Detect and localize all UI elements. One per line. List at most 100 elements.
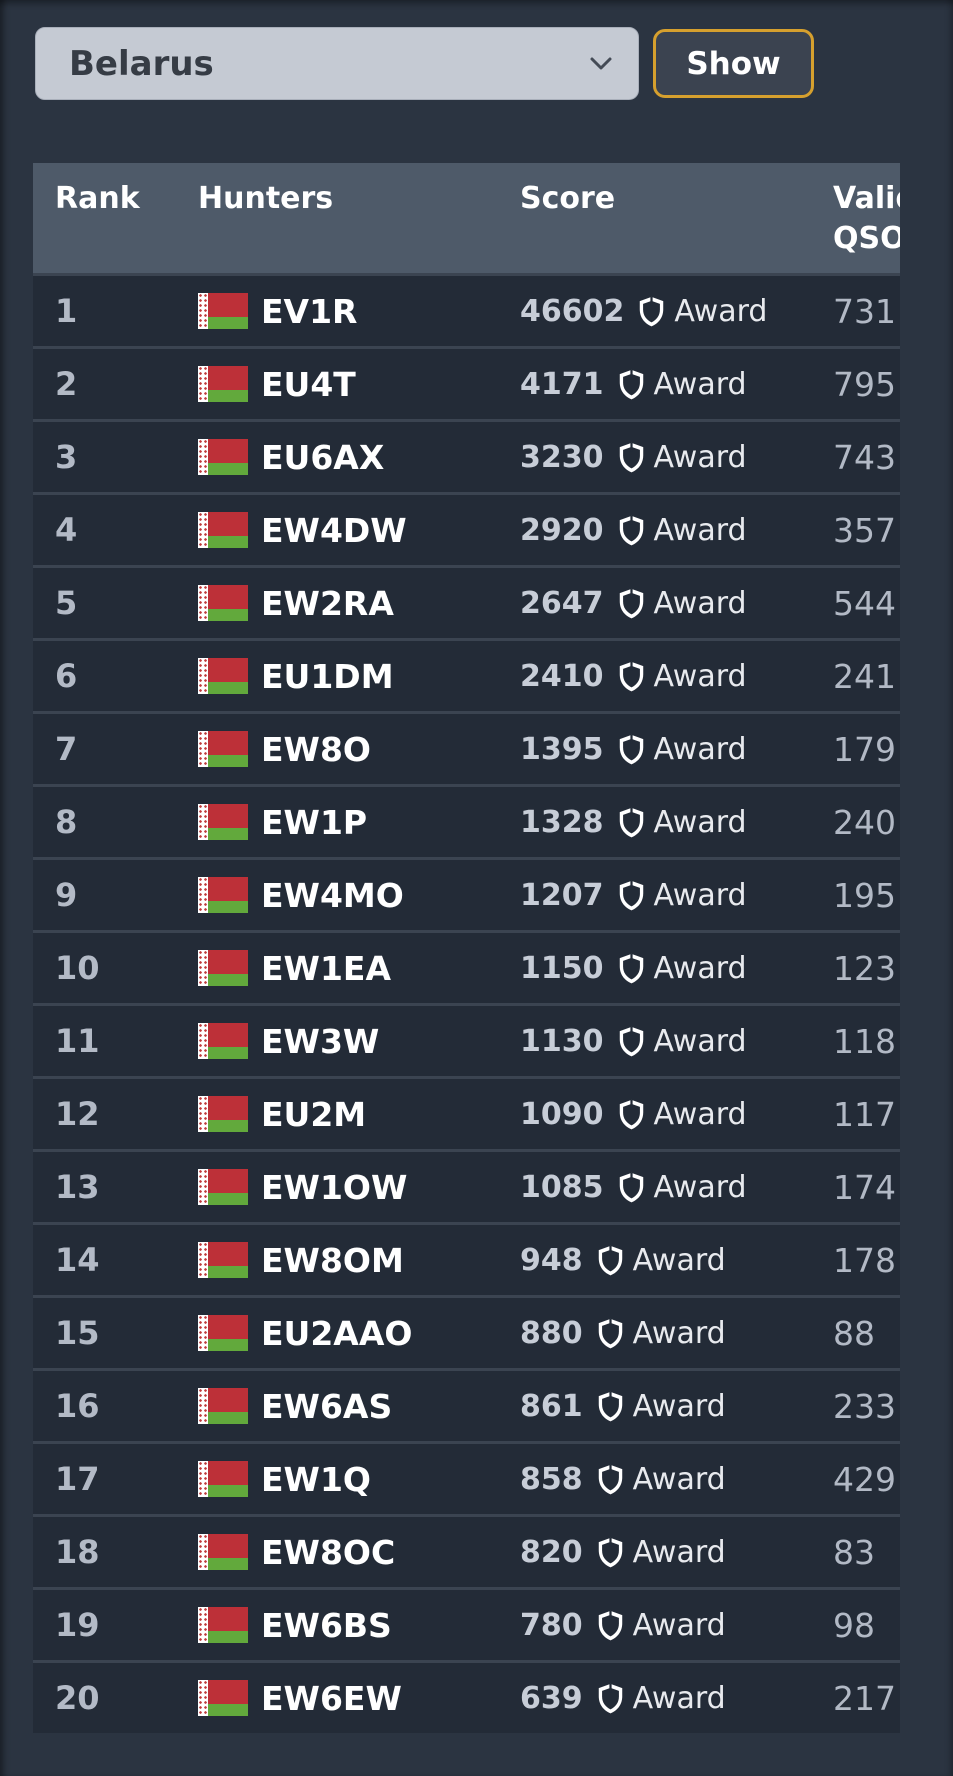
score-value: 2647 bbox=[520, 585, 604, 621]
callsign-link[interactable]: EU2AAO bbox=[261, 1313, 413, 1353]
award-label: Award bbox=[674, 293, 768, 329]
score-cell: 1130 Award bbox=[520, 1024, 830, 1059]
award-label: Award bbox=[653, 585, 747, 621]
table-row: 4 EW4DW 2920 Award 357 bbox=[33, 495, 900, 565]
callsign-link[interactable]: EW8OC bbox=[261, 1532, 396, 1572]
score-cell: 639 Award bbox=[520, 1681, 830, 1716]
leaderboard-table: Rank Hunters Score Valid QSOs 1 EV1R 466… bbox=[33, 163, 900, 1733]
callsign-link[interactable]: EW4MO bbox=[261, 875, 404, 915]
award-link[interactable]: Award bbox=[597, 1243, 726, 1278]
award-label: Award bbox=[653, 1096, 747, 1132]
callsign-link[interactable]: EW6EW bbox=[261, 1678, 402, 1718]
country-select[interactable]: Belarus bbox=[35, 27, 639, 100]
callsign-link[interactable]: EW1P bbox=[261, 802, 368, 842]
score-cell: 2920 Award bbox=[520, 513, 830, 548]
award-link[interactable]: Award bbox=[618, 805, 747, 840]
award-link[interactable]: Award bbox=[597, 1316, 726, 1351]
shield-icon bbox=[598, 1391, 622, 1421]
belarus-flag-icon bbox=[198, 1534, 248, 1570]
callsign-link[interactable]: EW3W bbox=[261, 1021, 380, 1061]
callsign-link[interactable]: EW2RA bbox=[261, 583, 394, 623]
award-link[interactable]: Award bbox=[597, 1681, 726, 1716]
shield-icon bbox=[619, 442, 643, 472]
award-link[interactable]: Award bbox=[618, 513, 747, 548]
score-cell: 2410 Award bbox=[520, 659, 830, 694]
award-label: Award bbox=[632, 1388, 726, 1424]
score-value: 1150 bbox=[520, 950, 604, 986]
callsign-link[interactable]: EV1R bbox=[261, 291, 358, 331]
award-label: Award bbox=[632, 1534, 726, 1570]
award-link[interactable]: Award bbox=[597, 1462, 726, 1497]
callsign-link[interactable]: EW8OM bbox=[261, 1240, 404, 1280]
valid-qsos-cell: 357 bbox=[833, 510, 896, 550]
table-row: 5 EW2RA 2647 Award 544 bbox=[33, 568, 900, 638]
score-cell: 1207 Award bbox=[520, 878, 830, 913]
score-value: 639 bbox=[520, 1680, 583, 1716]
country-select-input[interactable]: Belarus bbox=[35, 27, 639, 100]
award-label: Award bbox=[653, 512, 747, 548]
award-link[interactable]: Award bbox=[618, 732, 747, 767]
score-cell: 1090 Award bbox=[520, 1097, 830, 1132]
table-row: 19 EW6BS 780 Award 98 bbox=[33, 1590, 900, 1660]
callsign-link[interactable]: EU2M bbox=[261, 1094, 367, 1134]
belarus-flag-icon bbox=[198, 1680, 248, 1716]
award-link[interactable]: Award bbox=[618, 878, 747, 913]
callsign-link[interactable]: EU1DM bbox=[261, 656, 394, 696]
valid-qsos-cell: 83 bbox=[833, 1532, 875, 1572]
callsign-link[interactable]: EW4DW bbox=[261, 510, 407, 550]
award-link[interactable]: Award bbox=[638, 294, 767, 329]
rank-cell: 1 bbox=[55, 292, 78, 330]
table-row: 20 EW6EW 639 Award 217 bbox=[33, 1663, 900, 1733]
valid-qsos-cell: 743 bbox=[833, 437, 896, 477]
award-link[interactable]: Award bbox=[597, 1535, 726, 1570]
award-label: Award bbox=[632, 1461, 726, 1497]
belarus-flag-icon bbox=[198, 366, 248, 402]
score-value: 1085 bbox=[520, 1169, 604, 1205]
score-value: 1328 bbox=[520, 804, 604, 840]
shield-icon bbox=[598, 1245, 622, 1275]
award-link[interactable]: Award bbox=[618, 1024, 747, 1059]
table-row: 7 EW8O 1395 Award 179 bbox=[33, 714, 900, 784]
score-cell: 861 Award bbox=[520, 1389, 830, 1424]
award-label: Award bbox=[653, 1169, 747, 1205]
belarus-flag-icon bbox=[198, 1169, 248, 1205]
score-value: 1207 bbox=[520, 877, 604, 913]
award-link[interactable]: Award bbox=[597, 1389, 726, 1424]
award-link[interactable]: Award bbox=[618, 440, 747, 475]
award-link[interactable]: Award bbox=[618, 586, 747, 621]
hunter-cell: EW1P bbox=[196, 803, 520, 842]
shield-icon bbox=[598, 1683, 622, 1713]
shield-icon bbox=[619, 807, 643, 837]
hunter-cell: EW8OC bbox=[196, 1533, 520, 1572]
valid-qsos-cell: 88 bbox=[833, 1313, 875, 1353]
score-cell: 780 Award bbox=[520, 1608, 830, 1643]
valid-qsos-cell: 233 bbox=[833, 1386, 896, 1426]
score-cell: 1328 Award bbox=[520, 805, 830, 840]
callsign-link[interactable]: EU6AX bbox=[261, 437, 385, 477]
award-link[interactable]: Award bbox=[618, 659, 747, 694]
rank-cell: 18 bbox=[55, 1533, 100, 1571]
callsign-link[interactable]: EW6BS bbox=[261, 1605, 392, 1645]
award-link[interactable]: Award bbox=[618, 1097, 747, 1132]
award-label: Award bbox=[653, 439, 747, 475]
award-link[interactable]: Award bbox=[618, 951, 747, 986]
callsign-link[interactable]: EW6AS bbox=[261, 1386, 393, 1426]
hunter-cell: EW8OM bbox=[196, 1241, 520, 1280]
callsign-link[interactable]: EW1EA bbox=[261, 948, 391, 988]
rank-cell: 15 bbox=[55, 1314, 100, 1352]
award-link[interactable]: Award bbox=[618, 1170, 747, 1205]
valid-qsos-cell: 179 bbox=[833, 729, 896, 769]
award-link[interactable]: Award bbox=[597, 1608, 726, 1643]
award-link[interactable]: Award bbox=[618, 367, 747, 402]
callsign-link[interactable]: EW8O bbox=[261, 729, 371, 769]
award-label: Award bbox=[632, 1242, 726, 1278]
callsign-link[interactable]: EU4T bbox=[261, 364, 356, 404]
shield-icon bbox=[619, 515, 643, 545]
show-button[interactable]: Show bbox=[653, 29, 814, 98]
callsign-link[interactable]: EW1Q bbox=[261, 1459, 371, 1499]
score-value: 4171 bbox=[520, 366, 604, 402]
callsign-link[interactable]: EW1OW bbox=[261, 1167, 408, 1207]
table-header: Rank Hunters Score Valid QSOs bbox=[33, 163, 900, 273]
shield-icon bbox=[619, 1099, 643, 1129]
score-value: 948 bbox=[520, 1242, 583, 1278]
